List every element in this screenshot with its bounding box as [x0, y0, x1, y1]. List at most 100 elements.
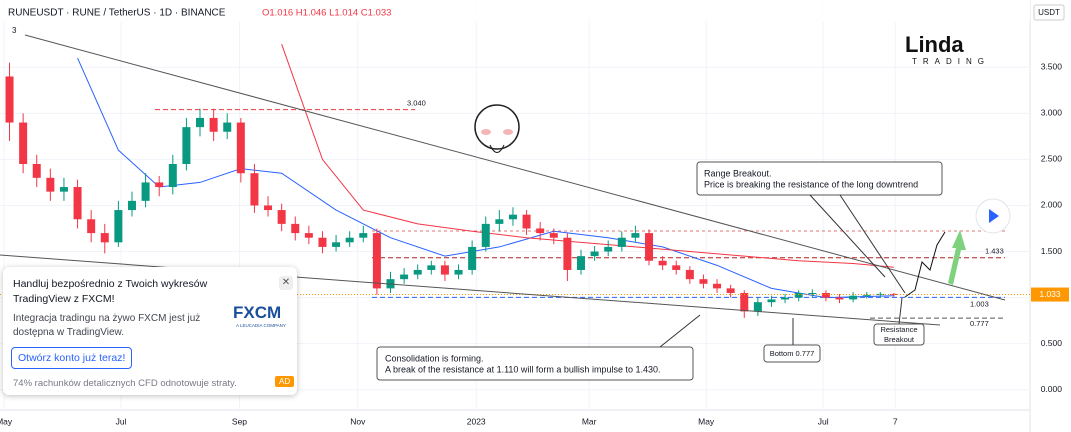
candle-body — [726, 288, 735, 293]
candle-body — [713, 283, 722, 289]
candle-body — [658, 260, 667, 266]
level-label: 1.433 — [985, 247, 1004, 256]
candle-body — [699, 279, 708, 284]
ad-popup: Handluj bezpośrednio z Twoich wykresów T… — [3, 267, 297, 395]
ad-badge: AD — [275, 376, 295, 387]
annotation: Resistance — [880, 325, 917, 334]
candle-body — [617, 237, 626, 247]
x-tick-label: 7 — [893, 416, 898, 426]
bottom-box: Bottom 0.777 — [763, 318, 821, 363]
y-tick-label: 3.500 — [1041, 62, 1063, 72]
level-label: 3.040 — [407, 99, 426, 108]
candle-body — [604, 246, 613, 252]
candle-body — [196, 117, 205, 128]
currency: USDT — [1038, 8, 1060, 17]
y-tick-label: 0.000 — [1041, 384, 1063, 394]
candle-body — [794, 292, 803, 298]
logo: Linda — [905, 32, 964, 57]
symbol: RUNEUSDT · RUNE / TetherUS · 1D · BINANC… — [8, 8, 226, 19]
sticker — [474, 104, 520, 153]
candle-body — [536, 228, 545, 234]
level-label: 0.777 — [970, 319, 989, 328]
candle-body — [318, 237, 327, 247]
last-price-label: 1.033 — [1039, 289, 1061, 299]
ad-disclaimer: 74% rachunków detalicznych CFD odnotowuj… — [13, 378, 237, 389]
candle-body — [127, 200, 136, 211]
candle-body — [400, 274, 409, 280]
candle-body — [454, 269, 463, 275]
candle-body — [468, 246, 477, 270]
candle-body — [835, 297, 844, 300]
candle-body — [46, 177, 55, 192]
candle-body — [889, 293, 898, 295]
candle-body — [100, 233, 109, 243]
annotation: Consolidation is forming. — [385, 353, 484, 363]
candle-body — [5, 76, 14, 123]
candle-body — [781, 297, 790, 300]
level-label: 1.003 — [970, 299, 989, 308]
x-tick-label: May — [698, 416, 715, 426]
candle-body — [440, 265, 449, 275]
marker: 3 — [12, 26, 17, 35]
x-tick-label: Nov — [350, 416, 366, 426]
ad-button[interactable]: Otwórz konto już teraz! — [11, 347, 133, 369]
candle-body — [209, 117, 218, 132]
candle-body — [522, 214, 531, 229]
candle-body — [277, 210, 286, 224]
candle-body — [631, 233, 640, 238]
candle-body — [223, 122, 232, 132]
candle-body — [427, 265, 436, 270]
x-tick-label: Sep — [232, 416, 247, 426]
ad-body: Integracja tradingu na żywo FXCM jest ju… — [13, 313, 201, 338]
x-tick-label: 2023 — [467, 416, 486, 426]
projection — [904, 231, 946, 298]
y-tick-label: 2.500 — [1041, 154, 1063, 164]
candle-body — [359, 233, 368, 238]
resistance-box: Resistance Breakout — [873, 297, 925, 346]
candle-body — [372, 233, 381, 289]
annotation: Price is breaking the resistance of the … — [704, 179, 918, 189]
candle-body — [740, 292, 749, 312]
x-tick-label: Jul — [818, 416, 829, 426]
close-button[interactable]: ✕ — [279, 276, 293, 290]
annotation: Breakout — [884, 335, 915, 344]
candle-body — [672, 265, 681, 270]
candle-body — [114, 210, 123, 243]
candle-body — [753, 302, 762, 312]
ad-title: Handluj bezpośrednio z Twoich wykresów T… — [13, 278, 208, 305]
x-tick-label: Mar — [582, 416, 597, 426]
x-tick-label: Jul — [116, 416, 127, 426]
ad-brand-sub: A LEUCADIA COMPANY — [236, 323, 286, 328]
candle-body — [141, 182, 150, 201]
moving-average — [77, 57, 894, 299]
bullish-arrow — [948, 230, 966, 285]
candle-body — [590, 251, 599, 257]
annotation: Bottom 0.777 — [770, 349, 815, 358]
candle-body — [876, 293, 885, 295]
x-tick-label: May — [0, 416, 13, 426]
candle-body — [32, 164, 41, 178]
header-bar — [0, 0, 1030, 22]
y-tick-label: 2.000 — [1041, 200, 1063, 210]
y-tick-label: 0.500 — [1041, 338, 1063, 348]
candle-body — [563, 237, 572, 270]
annotation: A break of the resistance at 1.110 will … — [385, 364, 660, 374]
ad-brand: FXCM — [233, 303, 282, 322]
candle-body — [413, 269, 422, 275]
trend-line — [0, 254, 941, 326]
candle-body — [182, 127, 191, 164]
candle-body — [264, 205, 273, 211]
candle-body — [508, 214, 517, 220]
candle-body — [862, 294, 871, 296]
candle-body — [87, 219, 96, 234]
play-icon — [989, 209, 999, 223]
candle-body — [767, 299, 776, 303]
moving-average — [281, 44, 894, 268]
candle-body — [645, 233, 654, 261]
candle-body — [481, 223, 490, 247]
ohlc: O1.016 H1.046 L1.014 C1.033 — [262, 8, 391, 19]
currency-box — [1033, 4, 1065, 21]
y-tick-label: 3.000 — [1041, 108, 1063, 118]
